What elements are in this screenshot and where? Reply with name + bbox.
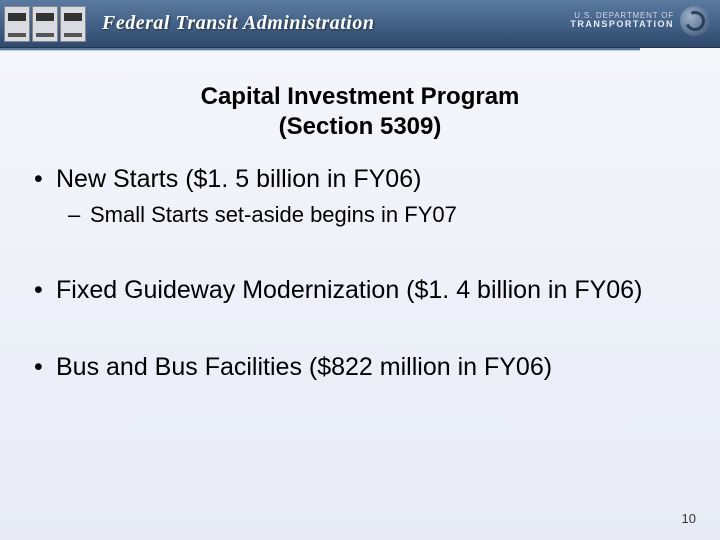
header-bar: Federal Transit Administration U.S. DEPA… — [0, 0, 720, 48]
usdot-text: U.S. DEPARTMENT OF TRANSPORTATION — [570, 12, 674, 31]
bullet-1: New Starts ($1. 5 billion in FY06) Small… — [30, 164, 690, 229]
transit-vehicle-icons — [0, 0, 88, 47]
title-line2: (Section 5309) — [279, 113, 442, 140]
page-number: 10 — [682, 511, 696, 526]
bullet-2-text: Fixed Guideway Modernization ($1. 4 bill… — [56, 276, 642, 304]
slide-title: Capital Investment Program (Section 5309… — [0, 82, 720, 142]
usdot-block: U.S. DEPARTMENT OF TRANSPORTATION — [570, 6, 710, 36]
slide-content: New Starts ($1. 5 billion in FY06) Small… — [0, 142, 720, 383]
usdot-seal-icon — [680, 6, 710, 36]
usdot-line2: TRANSPORTATION — [570, 20, 674, 30]
bus-icon — [32, 6, 58, 42]
bullet-1-sub-1-text: Small Starts set-aside begins in FY07 — [90, 202, 457, 227]
bullet-3-text: Bus and Bus Facilities ($822 million in … — [56, 353, 552, 381]
agency-name: Federal Transit Administration — [102, 12, 374, 35]
header-divider — [0, 48, 640, 50]
tram-icon — [4, 6, 30, 42]
bullet-3: Bus and Bus Facilities ($822 million in … — [30, 352, 690, 383]
bullet-1-text: New Starts ($1. 5 billion in FY06) — [56, 165, 421, 193]
rail-icon — [60, 6, 86, 42]
title-line1: Capital Investment Program — [201, 83, 520, 110]
bullet-1-sub-1: Small Starts set-aside begins in FY07 — [62, 201, 690, 229]
bullet-2: Fixed Guideway Modernization ($1. 4 bill… — [30, 275, 690, 306]
